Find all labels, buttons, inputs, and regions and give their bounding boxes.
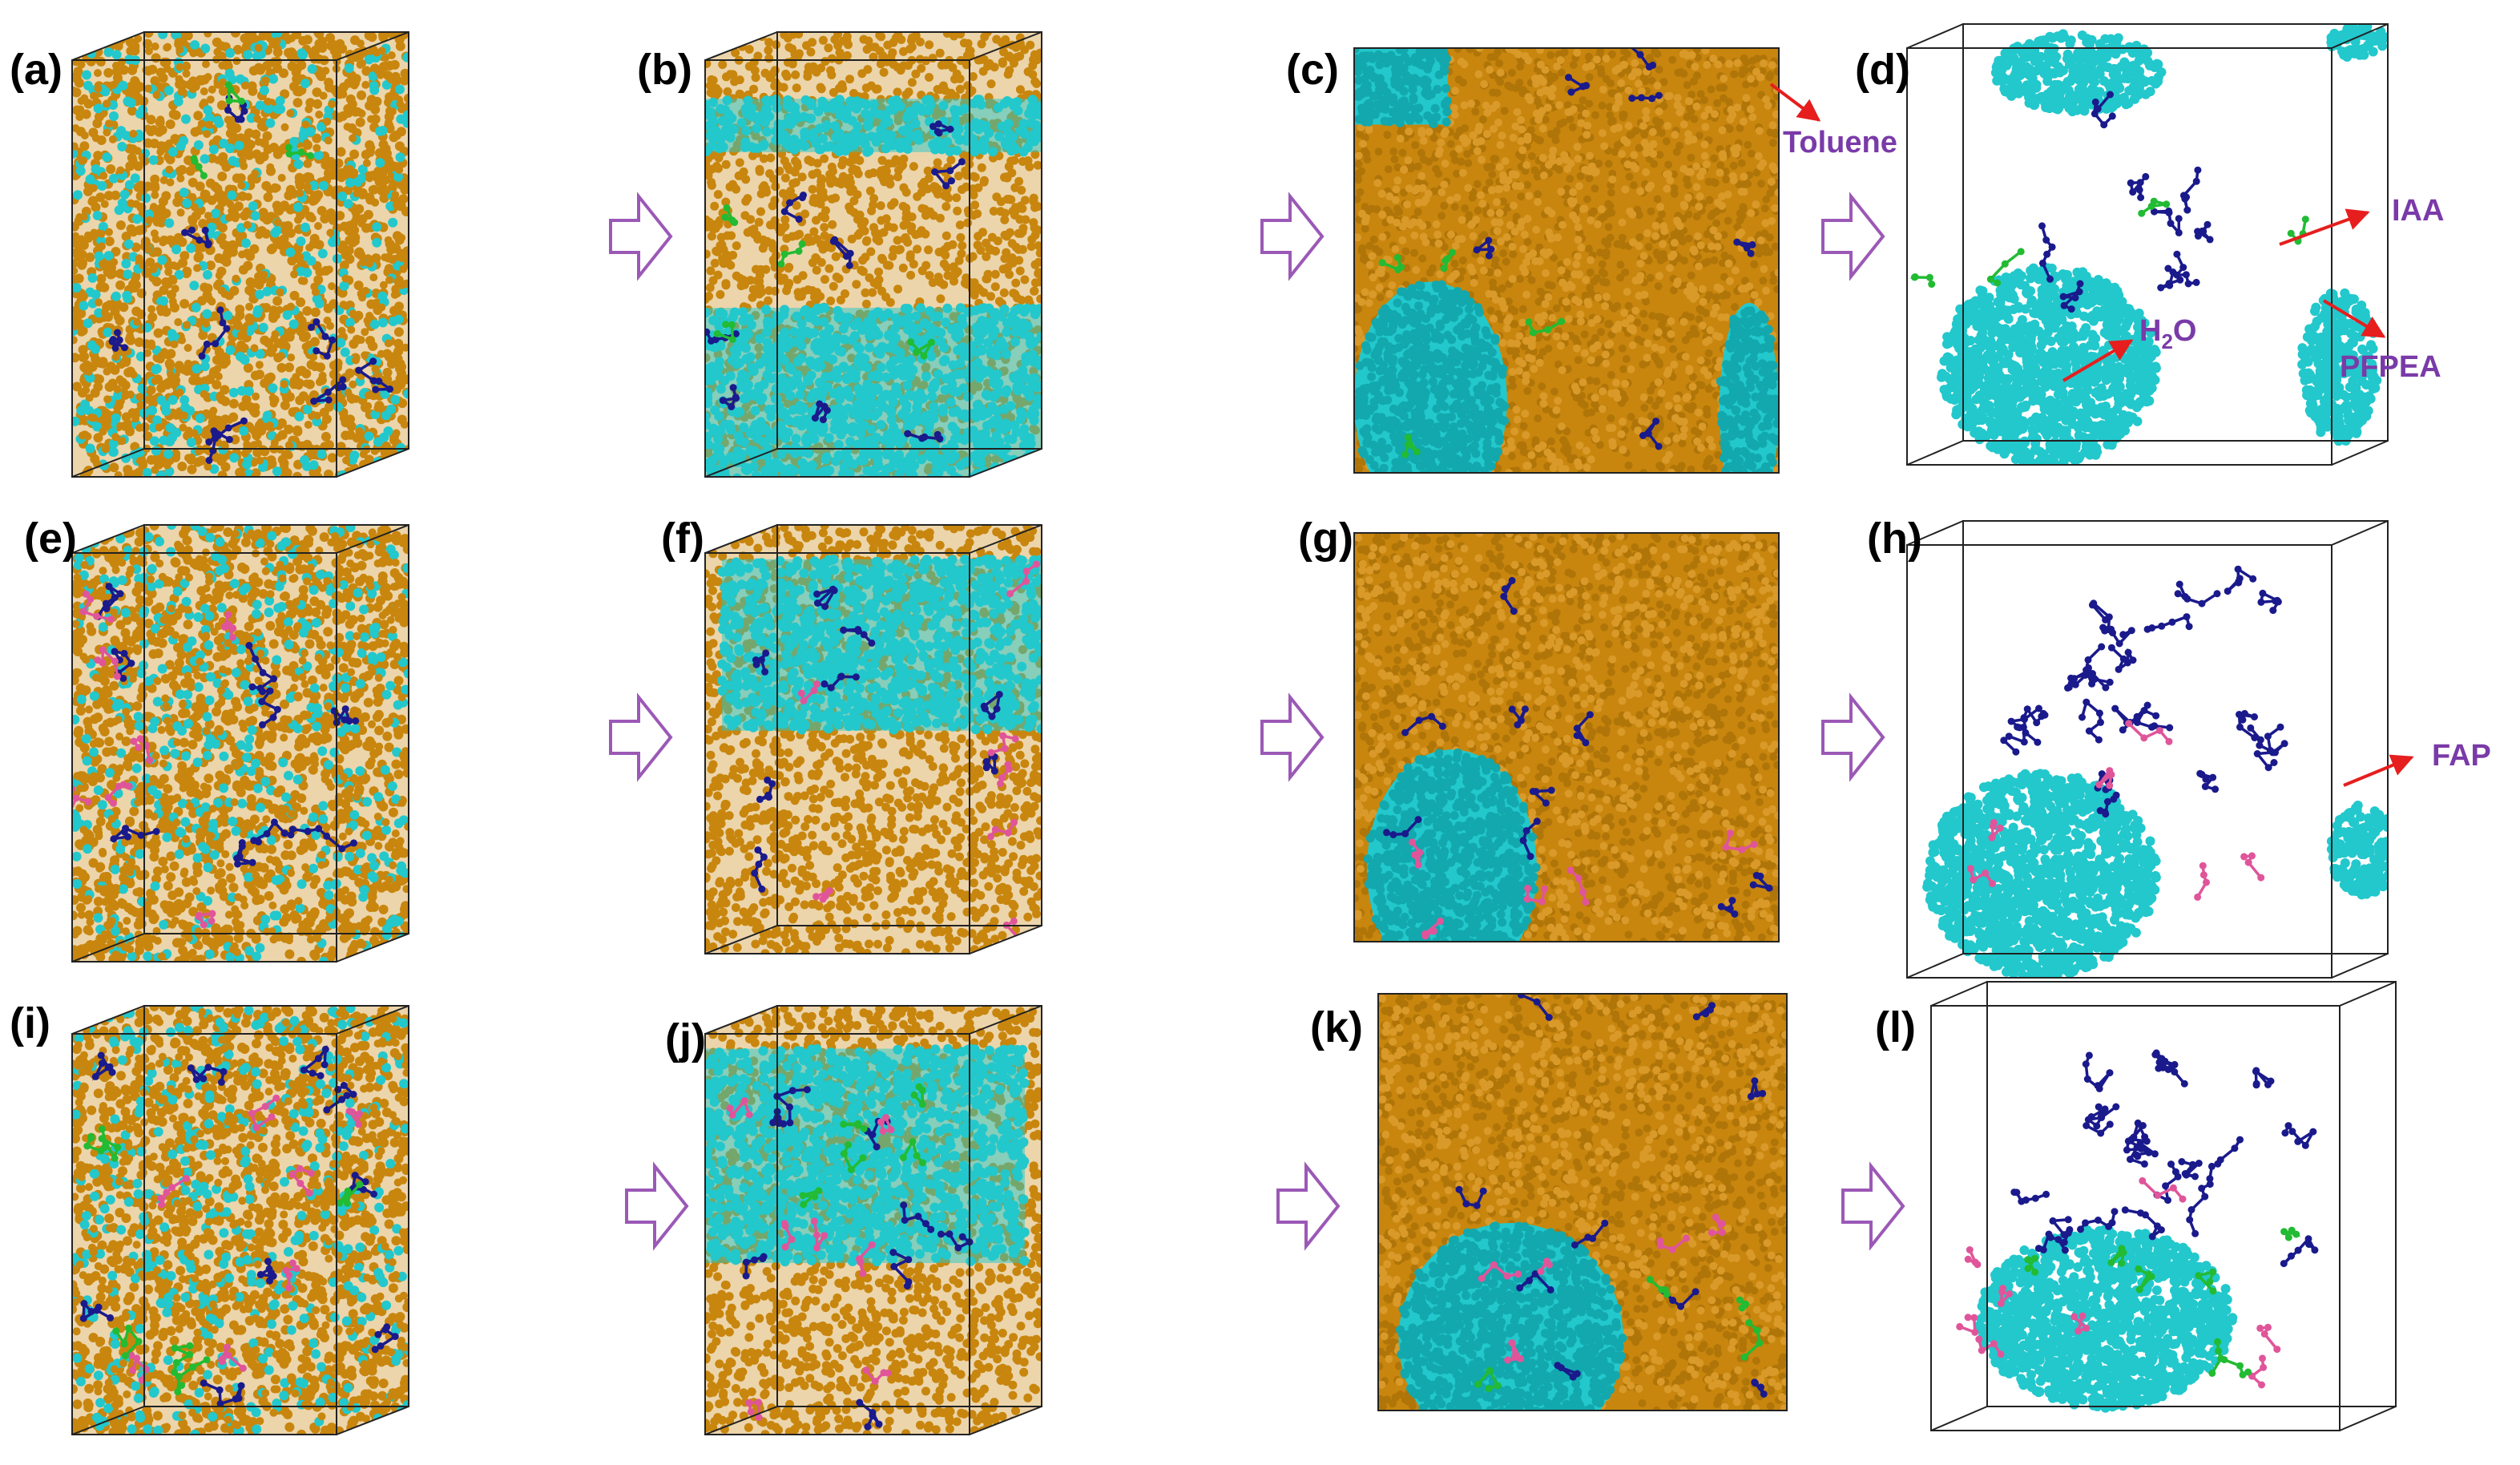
panel-label: (k) (1310, 1003, 1363, 1051)
simulation-panel-c (1353, 47, 1780, 474)
simulation-panel-b (704, 31, 1042, 478)
simulation-panel-d (1906, 23, 2389, 466)
transition-arrow-icon (1260, 692, 1325, 782)
pointer-arrow-icon (1769, 83, 1821, 122)
transition-arrow-icon (1260, 192, 1325, 281)
panel-label: (j) (665, 1015, 706, 1063)
simulation-panel-j (704, 1005, 1042, 1435)
transition-arrow-icon (609, 192, 673, 281)
panel-label: (h) (1867, 515, 1922, 563)
simulation-panel-i (71, 1005, 409, 1435)
simulation-panel-f (704, 524, 1042, 954)
simulation-panel-e (71, 524, 409, 963)
transition-arrow-icon (1276, 1161, 1341, 1251)
panel-label: (c) (1286, 46, 1339, 94)
transition-arrow-icon (1821, 192, 1885, 281)
annotation-fap: FAP (2432, 739, 2491, 773)
annotation-h2o: H2O (2139, 314, 2196, 353)
pointer-arrow-icon (2343, 754, 2414, 787)
simulation-panel-k (1377, 993, 1788, 1411)
simulation-panel-g (1353, 532, 1780, 942)
panel-label: (l) (1875, 1003, 1916, 1051)
pointer-arrow-icon (2279, 208, 2370, 246)
simulation-panel-a (71, 31, 409, 478)
annotation-iaa: IAA (2392, 194, 2444, 228)
panel-label: (g) (1298, 515, 1353, 563)
simulation-panel-l (1930, 981, 2397, 1431)
transition-arrow-icon (1821, 692, 1885, 782)
panel-label: (e) (24, 515, 77, 563)
transition-arrow-icon (1841, 1161, 1905, 1251)
annotation-pfpea: PFPEA (2340, 350, 2441, 384)
pointer-arrow-icon (2062, 339, 2134, 382)
panel-label: (i) (10, 999, 50, 1047)
panel-label: (a) (10, 46, 62, 94)
simulation-panel-h (1906, 520, 2389, 979)
annotation-toluene: Toluene (1783, 126, 1897, 159)
transition-arrow-icon (625, 1161, 689, 1251)
pointer-arrow-icon (2322, 299, 2386, 338)
panel-label: (d) (1855, 46, 1910, 94)
panel-label: (b) (637, 46, 692, 94)
panel-label: (f) (661, 515, 704, 563)
transition-arrow-icon (609, 692, 673, 782)
